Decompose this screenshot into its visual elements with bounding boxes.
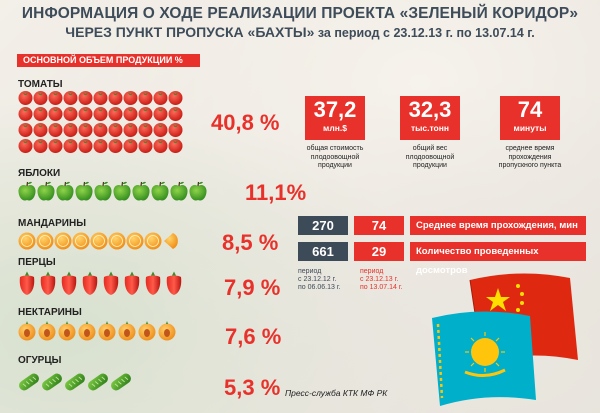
cucumber-icon [18,371,134,393]
comparison-time-before: 270 [298,216,348,235]
period-after-line1: период [360,268,384,275]
tomato-icons [18,90,186,153]
category-label-cucumbers: ОГУРЦЫ [18,355,62,366]
nectarine-icons [18,321,188,343]
stat-cost: 37,2 млн.$ [305,96,365,140]
title-line-2-period: за период с 23.12.13 г. по 13.07.14 г. [314,26,535,40]
press-service-credit: Пресс-служба КТК МФ РК [285,388,388,398]
category-label-tomatoes: ТОМАТЫ [18,79,63,90]
category-label-mandarins: МАНДАРИНЫ [18,218,86,229]
category-label-peppers: ПЕРЦЫ [18,257,56,268]
mandarin-icon [18,232,178,250]
stat-time-desc: среднее время прохождения пропускного пу… [498,145,562,169]
period-before-line1: период [298,268,322,275]
pepper-icons [18,270,193,296]
stat-time-unit: минуты [513,123,547,133]
stat-weight-value: 32,3 [408,97,452,122]
comparison-time-after: 74 [354,216,404,235]
stat-cost-desc: общая стоимость плодоовощной продукции [306,145,364,169]
stat-weight-unit: тыс.тонн [410,123,450,133]
tomato-icon [18,91,183,153]
period-after-line3: по 13.07.14 г. [360,284,403,291]
stat-time: 74 минуты [500,96,560,140]
percent-cucumbers: 5,3 % [224,375,281,400]
title-line-2-bold: ЧЕРЕЗ ПУНКТ ПРОПУСКА «БАХТЫ» [65,24,315,40]
page-title: ИНФОРМАЦИЯ О ХОДЕ РЕАЛИЗАЦИИ ПРОЕКТА «ЗЕ… [0,5,600,40]
flags [430,270,600,413]
apple-icons [18,180,213,202]
percent-mandarins: 8,5 % [222,230,279,255]
category-label-nectarines: НЕКТАРИНЫ [18,307,82,318]
percent-tomatoes: 40,8 % [211,110,280,135]
flags-graphic [432,273,578,406]
pepper-icon [19,271,182,295]
title-line-2: ЧЕРЕЗ ПУНКТ ПРОПУСКА «БАХТЫ» за период с… [0,24,600,40]
apple-icon [18,181,208,202]
comparison-time-label: Среднее время прохождения, мин [410,216,586,235]
stat-cost-value: 37,2 [313,97,357,122]
percent-nectarines: 7,6 % [225,324,282,349]
cucumber-icons [18,371,138,393]
stat-weight-desc: общий вес плодоовощной продукции [405,145,455,169]
period-before: период с 23.12.12 г. по 06.06.13 г. [298,268,340,292]
period-after-line2: с 23.12.13 г. [360,276,399,283]
stat-cost-unit: млн.$ [323,123,347,133]
comparison-checks-label: Количество проведенных досмотров [410,242,586,276]
stat-weight: 32,3 тыс.тонн [400,96,460,140]
percent-peppers: 7,9 % [224,275,281,300]
comparison-checks-before: 661 [298,242,348,261]
percent-apples: 11,1% [245,180,307,205]
period-after: период с 23.12.13 г. по 13.07.14 г. [360,268,402,292]
kazakhstan-flag-icon [432,311,536,406]
stat-time-value: 74 [517,97,543,122]
period-before-line3: по 06.06.13 г. [298,284,341,291]
period-before-line2: с 23.12.12 г. [298,276,337,283]
category-label-apples: ЯБЛОКИ [18,168,61,179]
comparison-checks-after: 29 [354,242,404,261]
mandarin-icons [18,231,188,251]
volume-banner: ОСНОВНОЙ ОБЪЕМ ПРОДУКЦИИ % [17,54,200,67]
title-line-1: ИНФОРМАЦИЯ О ХОДЕ РЕАЛИЗАЦИИ ПРОЕКТА «ЗЕ… [21,5,579,22]
nectarine-icon [18,321,176,341]
